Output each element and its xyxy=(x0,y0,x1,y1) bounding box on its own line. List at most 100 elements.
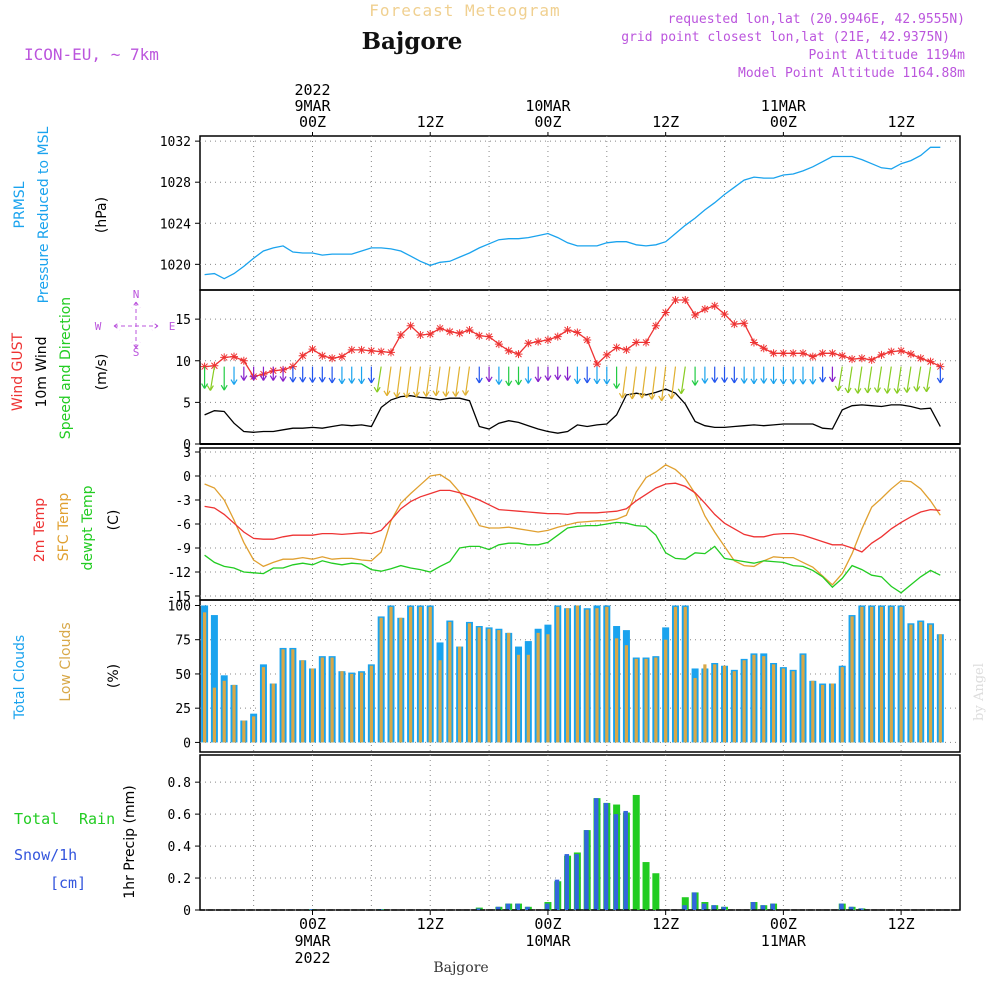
wind-gust-marker xyxy=(583,335,592,344)
speed-direction-label: Speed and Direction xyxy=(58,297,74,439)
wind-gust-marker xyxy=(622,345,631,354)
wind-direction-arrow xyxy=(844,366,853,394)
precipitation-ytick-label: 0.2 xyxy=(168,872,191,887)
wind-direction-arrow xyxy=(638,366,647,399)
wind-direction-arrow xyxy=(206,366,215,391)
pressure-ytick-label: 1020 xyxy=(160,258,191,273)
low-cloud-bar xyxy=(359,672,364,743)
wind-gust-marker xyxy=(818,349,827,358)
wind-gust-marker xyxy=(710,301,719,310)
low-cloud-bar xyxy=(634,658,638,743)
wind-gust-marker xyxy=(553,332,562,341)
low-cloud-bar xyxy=(497,630,501,743)
wind-gust-marker xyxy=(377,347,386,356)
snow-bar xyxy=(721,906,727,910)
wind-direction-arrow xyxy=(873,366,883,393)
top-time-label: 00Z xyxy=(770,113,797,131)
dewpt-temp-label: dewpt Temp xyxy=(80,485,96,570)
low-cloud-bar xyxy=(673,606,678,743)
snow-bar xyxy=(839,903,844,910)
top-time-label: 10MAR xyxy=(525,97,571,115)
wind-gust-marker xyxy=(485,332,494,341)
wind-gust-marker xyxy=(740,319,749,328)
wind-direction-arrow xyxy=(240,366,248,381)
wind-gust-marker xyxy=(367,346,376,355)
low-cloud-bar xyxy=(624,645,629,743)
pressure-ytick-label: 1028 xyxy=(160,176,191,191)
wind-direction-arrow xyxy=(475,366,483,384)
low-cloud-bar xyxy=(870,606,874,743)
low-cloud-bar xyxy=(379,617,383,743)
wind-gust-marker xyxy=(543,335,552,344)
snow-bar xyxy=(711,905,717,910)
wind-panel: 0 5 10 15 xyxy=(175,289,961,453)
wind-direction-arrow xyxy=(367,366,375,384)
pressure-msl-label: Pressure Reduced to MSL xyxy=(36,126,52,303)
model-label: ICON-EU, ~ 7km xyxy=(24,45,159,64)
ms-unit-label: (m/s) xyxy=(94,354,110,391)
wind-direction-arrow xyxy=(554,366,562,381)
wind-direction-arrow xyxy=(328,366,336,384)
snow-bar xyxy=(574,854,579,910)
low-cloud-bar xyxy=(722,665,727,743)
temp-2m-line xyxy=(204,482,941,553)
precipitation-ytick-label: 0.4 xyxy=(168,840,192,855)
wind-gust-marker xyxy=(848,355,857,364)
wind-frame xyxy=(199,289,961,445)
temperature-panel: -15 -12 -9 -6 -3 0 3 xyxy=(168,443,961,605)
wind-gust-line xyxy=(204,299,941,378)
wind-compass: N S W E xyxy=(95,288,176,359)
pressure-line xyxy=(204,146,941,280)
wind-direction-arrow xyxy=(593,366,601,385)
wind-direction-arrow xyxy=(854,366,863,394)
wind-gust-marker xyxy=(632,338,641,347)
wind-gust-marker xyxy=(828,349,837,358)
low-cloud-bar xyxy=(781,668,785,743)
wind-gust-marker xyxy=(337,352,346,361)
compass-south: S xyxy=(133,346,140,359)
low-cloud-bar xyxy=(585,609,589,743)
wind-direction-arrow xyxy=(495,366,503,385)
top-time-label: 12Z xyxy=(888,113,915,131)
snow-bar xyxy=(505,903,511,910)
rain-precip-label: Rain xyxy=(79,810,115,828)
overline-title: Forecast Meteogram xyxy=(369,1,560,20)
wind-direction-arrow xyxy=(779,366,787,385)
wind-direction-arrow xyxy=(403,366,412,399)
snow-bar xyxy=(858,908,864,910)
low-cloud-bar xyxy=(409,606,413,743)
wind-gust-marker xyxy=(426,330,435,339)
low-cloud-bar xyxy=(252,716,256,743)
sfc-temp-label: SFC Temp xyxy=(56,493,72,562)
wind-direction-arrow xyxy=(618,366,628,399)
low-cloud-bar xyxy=(811,680,815,743)
wind-direction-arrow xyxy=(422,366,431,397)
compass-north: N xyxy=(133,288,140,301)
wind-gust-marker xyxy=(838,351,847,360)
temperature-ytick-label: -9 xyxy=(175,542,191,557)
low-cloud-bar xyxy=(458,646,462,743)
wind-direction-arrow xyxy=(809,366,817,385)
wind-direction-arrow xyxy=(740,366,748,384)
clouds-ytick-label: 100 xyxy=(168,599,191,614)
wind-gust-marker xyxy=(436,324,445,333)
wind-gust-marker xyxy=(357,345,366,354)
wind-gust-marker xyxy=(926,357,935,366)
pressure-frame xyxy=(199,135,961,291)
precipitation-ytick-label: 0.8 xyxy=(168,776,191,791)
wind-direction-arrow xyxy=(883,366,892,394)
wind-direction-arrow xyxy=(514,366,523,386)
wind-ytick-label: 0 xyxy=(183,438,191,453)
temperature-ytick-label: -12 xyxy=(168,566,191,581)
wind-gust-marker xyxy=(308,345,317,354)
bottom-time-label: 12Z xyxy=(888,915,915,933)
bottom-time-label: 11MAR xyxy=(761,932,807,950)
wind-gust-marker xyxy=(592,360,601,369)
wind-gust-marker xyxy=(396,330,405,339)
top-time-label: 12Z xyxy=(652,113,679,131)
percent-unit-label: (%) xyxy=(106,664,122,688)
low-cloud-bar xyxy=(693,678,697,743)
bottom-time-label: 00Z xyxy=(770,915,797,933)
bottom-time-label: 9MAR xyxy=(294,932,331,950)
wind-direction-arrow xyxy=(750,366,758,385)
